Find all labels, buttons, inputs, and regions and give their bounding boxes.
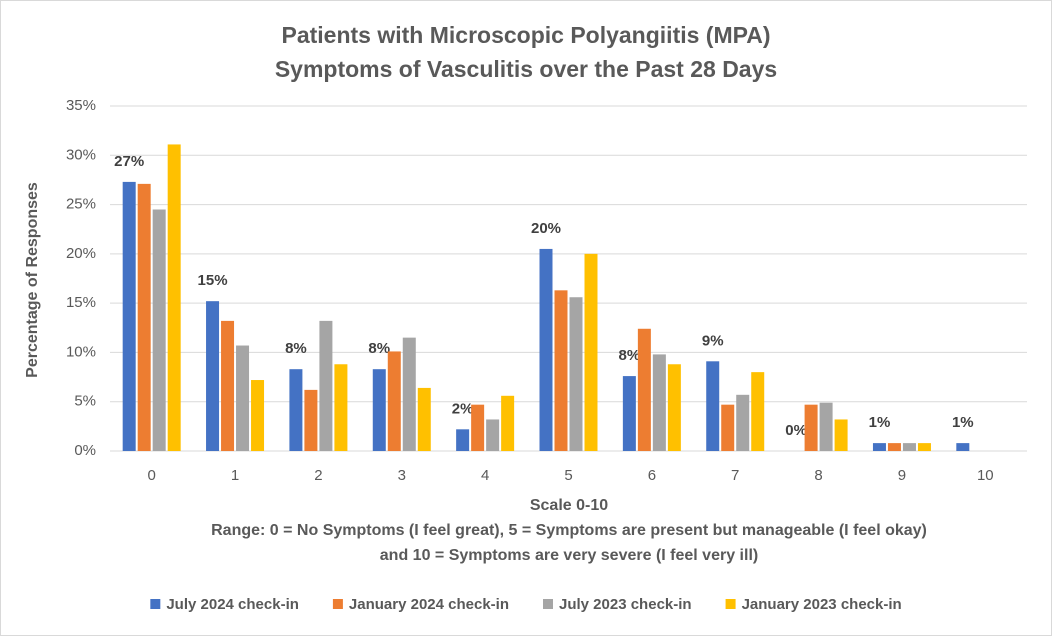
bar [289, 369, 303, 451]
bar [872, 443, 886, 451]
legend-label: January 2024 check-in [349, 596, 509, 613]
x-tick-label: 1 [231, 467, 239, 484]
x-tick-label: 8 [814, 467, 822, 484]
bar [804, 404, 818, 451]
y-tick-label: 15% [66, 294, 96, 311]
y-tick-label: 0% [74, 442, 96, 459]
x-tick-label: 0 [148, 467, 156, 484]
data-label: 8% [285, 340, 307, 357]
bar [667, 364, 681, 451]
bar [637, 328, 651, 451]
y-tick-label: 25% [66, 196, 96, 213]
bar [819, 402, 833, 451]
bar [372, 369, 386, 451]
bar [137, 183, 151, 451]
legend-swatch [543, 599, 553, 609]
bar [652, 354, 666, 451]
x-tick-label: 2 [314, 467, 322, 484]
bar [456, 429, 470, 451]
x-tick-label: 3 [398, 467, 406, 484]
bar [387, 351, 401, 451]
bar [206, 301, 220, 451]
bar [584, 253, 598, 451]
y-tick-label: 5% [74, 393, 96, 410]
legend-label: July 2024 check-in [166, 596, 299, 613]
legend-swatch [332, 599, 343, 609]
bar [471, 404, 485, 451]
annotation: Range: 0 = No Symptoms (I feel great), 5… [211, 522, 927, 539]
y-tick-label: 20% [66, 245, 96, 262]
bar [956, 443, 970, 451]
x-tick-label: 7 [731, 467, 739, 484]
y-tick-label: 30% [66, 146, 96, 163]
bar [304, 389, 318, 451]
y-tick-label: 10% [66, 343, 96, 360]
bar [501, 395, 515, 451]
bar [334, 364, 348, 451]
bar [554, 290, 568, 451]
bar [736, 394, 750, 451]
bar [751, 372, 765, 451]
bar [402, 337, 416, 451]
y-tick-label: 35% [66, 97, 96, 114]
bar [152, 209, 166, 451]
data-label: 1% [952, 414, 974, 431]
annotation: and 10 = Symptoms are very severe (I fee… [380, 547, 758, 564]
bar [887, 443, 901, 451]
x-tick-label: 5 [564, 467, 572, 484]
data-label: 8% [368, 340, 390, 357]
x-tick-label: 4 [481, 467, 489, 484]
bar [486, 419, 500, 451]
data-label: 1% [869, 414, 891, 431]
bar [917, 443, 931, 451]
data-label: 2% [452, 400, 474, 417]
bar [569, 297, 583, 451]
data-label: 8% [619, 347, 641, 364]
bar [539, 248, 553, 451]
y-axis-title: Percentage of Responses [24, 182, 41, 378]
x-tick-label: 10 [977, 467, 994, 484]
bar [251, 380, 265, 451]
bar [221, 320, 235, 451]
x-axis-title: Scale 0-10 [530, 497, 608, 514]
x-tick-label: 6 [648, 467, 656, 484]
data-label: 0% [785, 422, 807, 439]
bar [721, 404, 735, 451]
bar [319, 320, 333, 451]
x-tick-label: 9 [898, 467, 906, 484]
data-label: 27% [114, 153, 144, 170]
bar [417, 387, 431, 451]
bar [902, 443, 916, 451]
data-label: 20% [531, 220, 561, 237]
bar [236, 345, 250, 451]
legend-swatch [725, 599, 736, 609]
data-label: 15% [198, 272, 228, 289]
chart-title: Patients with Microscopic Polyangiitis (… [281, 22, 770, 48]
bar [122, 181, 136, 451]
legend-label: January 2023 check-in [742, 596, 902, 613]
bar [167, 144, 181, 451]
bar [706, 361, 720, 451]
legend-label: July 2023 check-in [559, 596, 692, 613]
bar [834, 419, 848, 451]
bar [622, 376, 636, 451]
data-label: 9% [702, 332, 724, 349]
legend-swatch [150, 599, 161, 609]
chart-subtitle: Symptoms of Vasculitis over the Past 28 … [275, 56, 777, 82]
